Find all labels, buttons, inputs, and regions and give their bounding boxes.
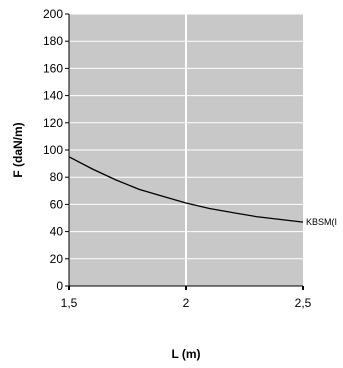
- series-line: [68, 156, 304, 223]
- y-tick-labels: 0 20 40 60 80 100 120 140 160 180 200: [43, 7, 69, 293]
- y-tick-label: 120: [43, 116, 63, 130]
- y-tick-label: 80: [50, 170, 64, 184]
- y-tick-label: 20: [50, 252, 64, 266]
- series-label: KBSM(I: [306, 217, 337, 227]
- y-axis-label: F (daN/m): [11, 122, 25, 177]
- y-tick-label: 140: [43, 89, 63, 103]
- x-tick-label: 2: [183, 296, 190, 310]
- x-axis-label: L (m): [171, 347, 200, 361]
- x-tick-labels: 1,5 2 2,5: [61, 286, 312, 310]
- y-tick-label: 60: [50, 197, 64, 211]
- y-tick-label: 200: [43, 7, 63, 21]
- y-tick-label: 0: [56, 279, 63, 293]
- series-lines: KBSM(I: [68, 156, 337, 227]
- x-tick-label: 1,5: [61, 296, 78, 310]
- y-tick-label: 40: [50, 225, 64, 239]
- x-tick-label: 2,5: [295, 296, 312, 310]
- y-tick-label: 180: [43, 34, 63, 48]
- y-tick-label: 160: [43, 61, 63, 75]
- y-tick-label: 100: [43, 143, 63, 157]
